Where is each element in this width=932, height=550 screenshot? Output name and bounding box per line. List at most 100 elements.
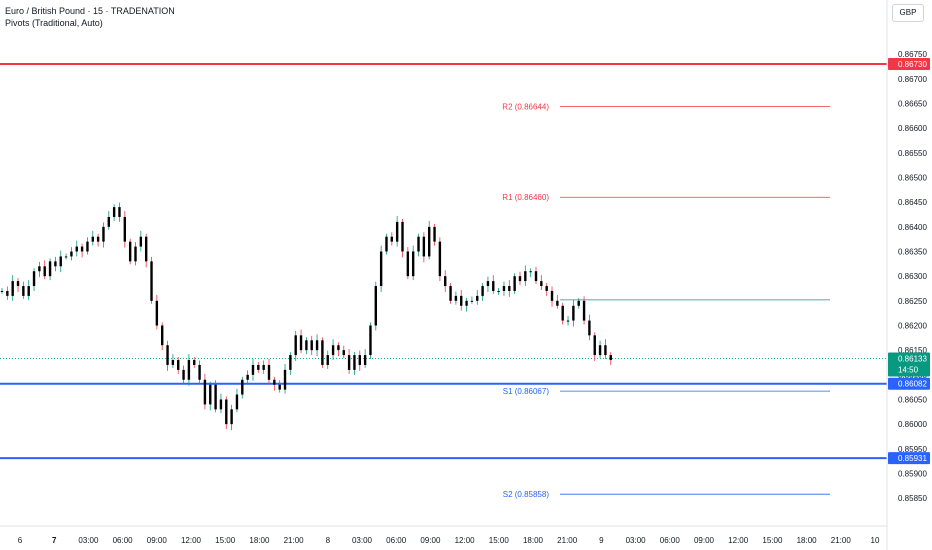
- candle-body: [262, 364, 265, 370]
- symbol-title[interactable]: Euro / British Pound · 15 · TRADENATION: [5, 6, 175, 16]
- price-tick-label: 0.86000: [898, 420, 927, 429]
- candle-body: [486, 281, 490, 287]
- candle-body: [32, 271, 36, 287]
- time-tick-label: 9: [599, 536, 604, 545]
- candle-body: [598, 345, 602, 356]
- candle-body: [529, 271, 532, 273]
- price-badge: [888, 58, 930, 71]
- time-tick-label: 7: [52, 536, 57, 545]
- candle-body: [273, 379, 276, 385]
- candles: [0, 202, 612, 431]
- currency-button[interactable]: GBP: [892, 4, 924, 22]
- countdown-label: 14:50: [898, 366, 919, 375]
- price-badge: [888, 377, 930, 390]
- time-tick-label: 15:00: [215, 536, 236, 545]
- candle-body: [390, 236, 394, 242]
- candle-body: [582, 300, 586, 321]
- candle-body: [96, 236, 100, 242]
- time-tick-label: 09:00: [420, 536, 441, 545]
- candle-body: [134, 246, 137, 262]
- time-tick-label: 8: [326, 536, 331, 545]
- candle-body: [508, 286, 511, 291]
- candle-body: [401, 221, 404, 252]
- candle-body: [144, 236, 148, 262]
- candle-body: [550, 290, 554, 301]
- pivot-label-r1: R1 (0.86460): [502, 193, 549, 202]
- time-tick-label: 09:00: [147, 536, 168, 545]
- candle-body: [326, 355, 329, 365]
- candle-body: [438, 241, 442, 277]
- candle-body: [43, 266, 46, 277]
- time-tick-label: 6: [18, 536, 23, 545]
- time-tick-label: 18:00: [797, 536, 818, 545]
- time-tick-label: 10: [871, 536, 880, 545]
- candle-body: [209, 384, 212, 405]
- candle-body: [310, 340, 313, 351]
- candle-body: [321, 340, 324, 365]
- candle-body: [385, 236, 388, 252]
- candle-body: [0, 290, 4, 292]
- candle-body: [561, 305, 564, 321]
- candle-body: [75, 246, 78, 252]
- pivot-label-s1: S1 (0.86067): [503, 387, 550, 396]
- candle-body: [161, 325, 164, 346]
- price-tick-label: 0.86300: [898, 272, 927, 281]
- candle-body: [454, 295, 458, 301]
- time-tick-label: 12:00: [728, 536, 749, 545]
- candle-body: [22, 286, 25, 296]
- time-tick-label: 18:00: [523, 536, 544, 545]
- candle-body: [524, 271, 527, 282]
- candle-body: [299, 335, 303, 351]
- pivot-label-r2: R2 (0.86644): [502, 102, 549, 111]
- pivot-label-s2: S2 (0.85858): [503, 490, 550, 499]
- candle-body: [470, 300, 474, 302]
- candle-body: [294, 335, 297, 356]
- candle-body: [182, 369, 185, 380]
- candle-body: [16, 281, 20, 287]
- price-tick-label: 0.86550: [898, 149, 927, 158]
- indicator-label[interactable]: Pivots (Traditional, Auto): [5, 18, 103, 28]
- candle-body: [411, 251, 415, 277]
- candle-body: [395, 221, 399, 242]
- price-tick-label: 0.86600: [898, 124, 927, 133]
- candle-body: [225, 399, 228, 425]
- time-tick-label: 06:00: [386, 536, 407, 545]
- candle-body: [556, 300, 559, 306]
- candle-body: [502, 286, 506, 291]
- candle-body: [251, 364, 255, 375]
- candle-body: [337, 345, 340, 351]
- candle-body: [545, 286, 548, 291]
- candle-body: [11, 281, 14, 296]
- candle-body: [497, 290, 500, 292]
- candle-body: [540, 281, 543, 287]
- candle-body: [518, 276, 522, 282]
- price-tick-label: 0.86450: [898, 198, 927, 207]
- candle-body: [577, 300, 580, 306]
- candle-body: [476, 295, 479, 301]
- candle-body: [593, 335, 596, 356]
- price-tick-label: 0.85950: [898, 445, 927, 454]
- pivot-levels: R2 (0.86644) R1 (0.86460) S1 (0.86067) S2 (…: [0, 102, 887, 499]
- candle-body: [128, 241, 132, 262]
- price-badges: 0.86730 0.86082 0.85931 0.86133 14:50: [888, 58, 930, 465]
- price-tick-label: 0.86200: [898, 321, 927, 330]
- candle-body: [481, 286, 484, 296]
- candle-body: [91, 236, 94, 242]
- candle-body: [70, 251, 73, 257]
- time-tick-label: 12:00: [455, 536, 476, 545]
- candle-body: [219, 399, 223, 410]
- candle-body: [80, 246, 84, 252]
- candle-body: [150, 261, 153, 301]
- price-tick-label: 0.86650: [898, 100, 927, 109]
- time-tick-label: 06:00: [113, 536, 134, 545]
- candle-body: [193, 360, 196, 365]
- candle-body: [374, 286, 377, 326]
- candle-body: [289, 355, 292, 370]
- candle-body: [513, 276, 516, 291]
- price-badge-label: 0.86730: [898, 60, 927, 69]
- price-tick-label: 0.86750: [898, 50, 927, 59]
- time-tick-label: 09:00: [694, 536, 715, 545]
- candle-body: [465, 300, 468, 306]
- time-tick-label: 21:00: [557, 536, 578, 545]
